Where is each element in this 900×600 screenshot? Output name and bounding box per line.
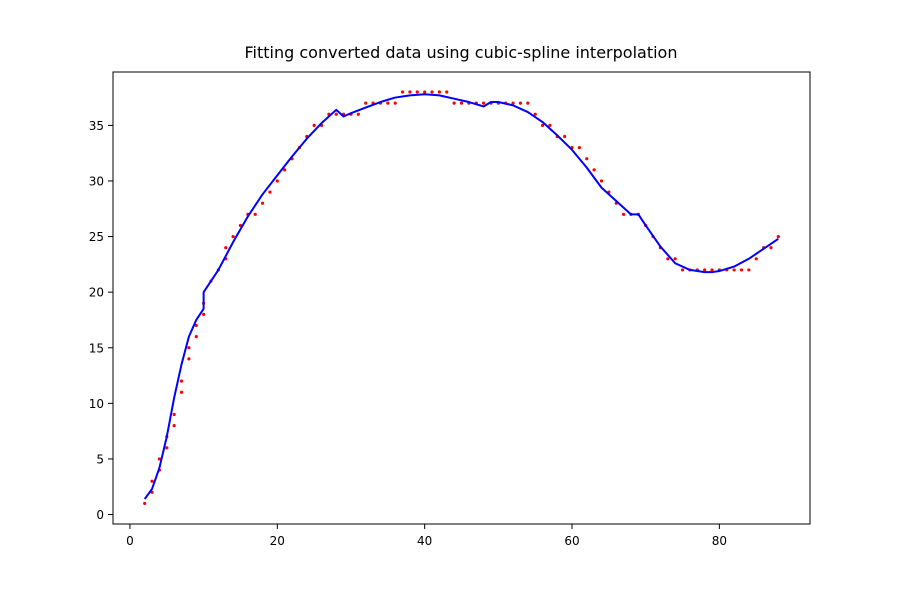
data-point [334,112,338,116]
data-point [393,101,397,105]
axes-frame [112,71,811,525]
data-point [408,90,412,94]
data-point [680,268,685,272]
spline-line [143,93,779,500]
data-point [459,101,464,105]
data-point [754,257,758,261]
data-point [592,168,596,172]
y-tick-label: 15 [89,341,104,355]
data-point [533,112,537,116]
data-point [710,268,714,272]
y-tick-label: 10 [89,397,104,411]
data-point [268,190,272,194]
data-point [179,379,184,383]
data-point [423,90,427,94]
data-point [356,112,360,116]
data-point [400,90,405,94]
data-point [445,90,449,94]
data-point [275,179,279,183]
data-point [187,357,191,361]
y-tick-label: 25 [89,230,104,244]
data-point [143,501,147,506]
data-point [364,101,368,105]
data-point [599,179,604,183]
x-tick-label: 60 [564,534,579,548]
data-point [260,201,265,205]
chart-title: Fitting converted data using cubic-splin… [245,43,678,62]
data-point [452,101,456,105]
data-point [179,390,184,394]
data-point [511,101,515,105]
data-point [577,146,581,150]
data-point [202,312,206,316]
data-point [283,168,287,172]
x-tick-label: 0 [126,534,134,548]
y-tick-label: 5 [96,452,104,466]
data-point [157,457,162,461]
data-point [739,268,744,272]
y-tick-label: 20 [89,286,104,300]
y-tick-label: 30 [89,174,104,188]
data-point [621,212,626,216]
data-point [747,268,751,272]
data-point [540,123,545,127]
data-point [150,479,154,483]
plot-area [143,90,780,506]
data-point [703,268,707,272]
data-point [732,268,736,272]
data-point [776,234,780,239]
data-point [386,101,390,105]
data-point [666,257,670,261]
data-point [548,123,552,127]
data-point [172,423,176,428]
x-tick-label: 40 [417,534,432,548]
data-point [482,101,486,105]
axes: 0 20 40 60 80 0 5 10 15 20 25 30 35 [89,71,811,548]
y-tick-label: 35 [89,119,104,133]
data-point [172,412,176,417]
data-point [769,246,773,250]
data-point [585,157,589,161]
data-point [187,346,191,350]
data-point [518,101,523,105]
data-point [415,90,419,94]
data-point [430,90,434,94]
data-point [312,123,316,127]
data-point [224,246,228,250]
data-point [673,257,677,261]
data-point [253,212,257,216]
x-tick-label: 20 [270,534,285,548]
data-point [165,446,169,450]
x-tick-label: 80 [712,534,727,548]
data-point [526,101,530,105]
data-point [563,134,567,139]
y-tick-label: 0 [96,508,104,522]
data-point [437,90,441,94]
data-point [231,234,235,239]
data-point [194,335,198,339]
data-point [194,323,198,328]
